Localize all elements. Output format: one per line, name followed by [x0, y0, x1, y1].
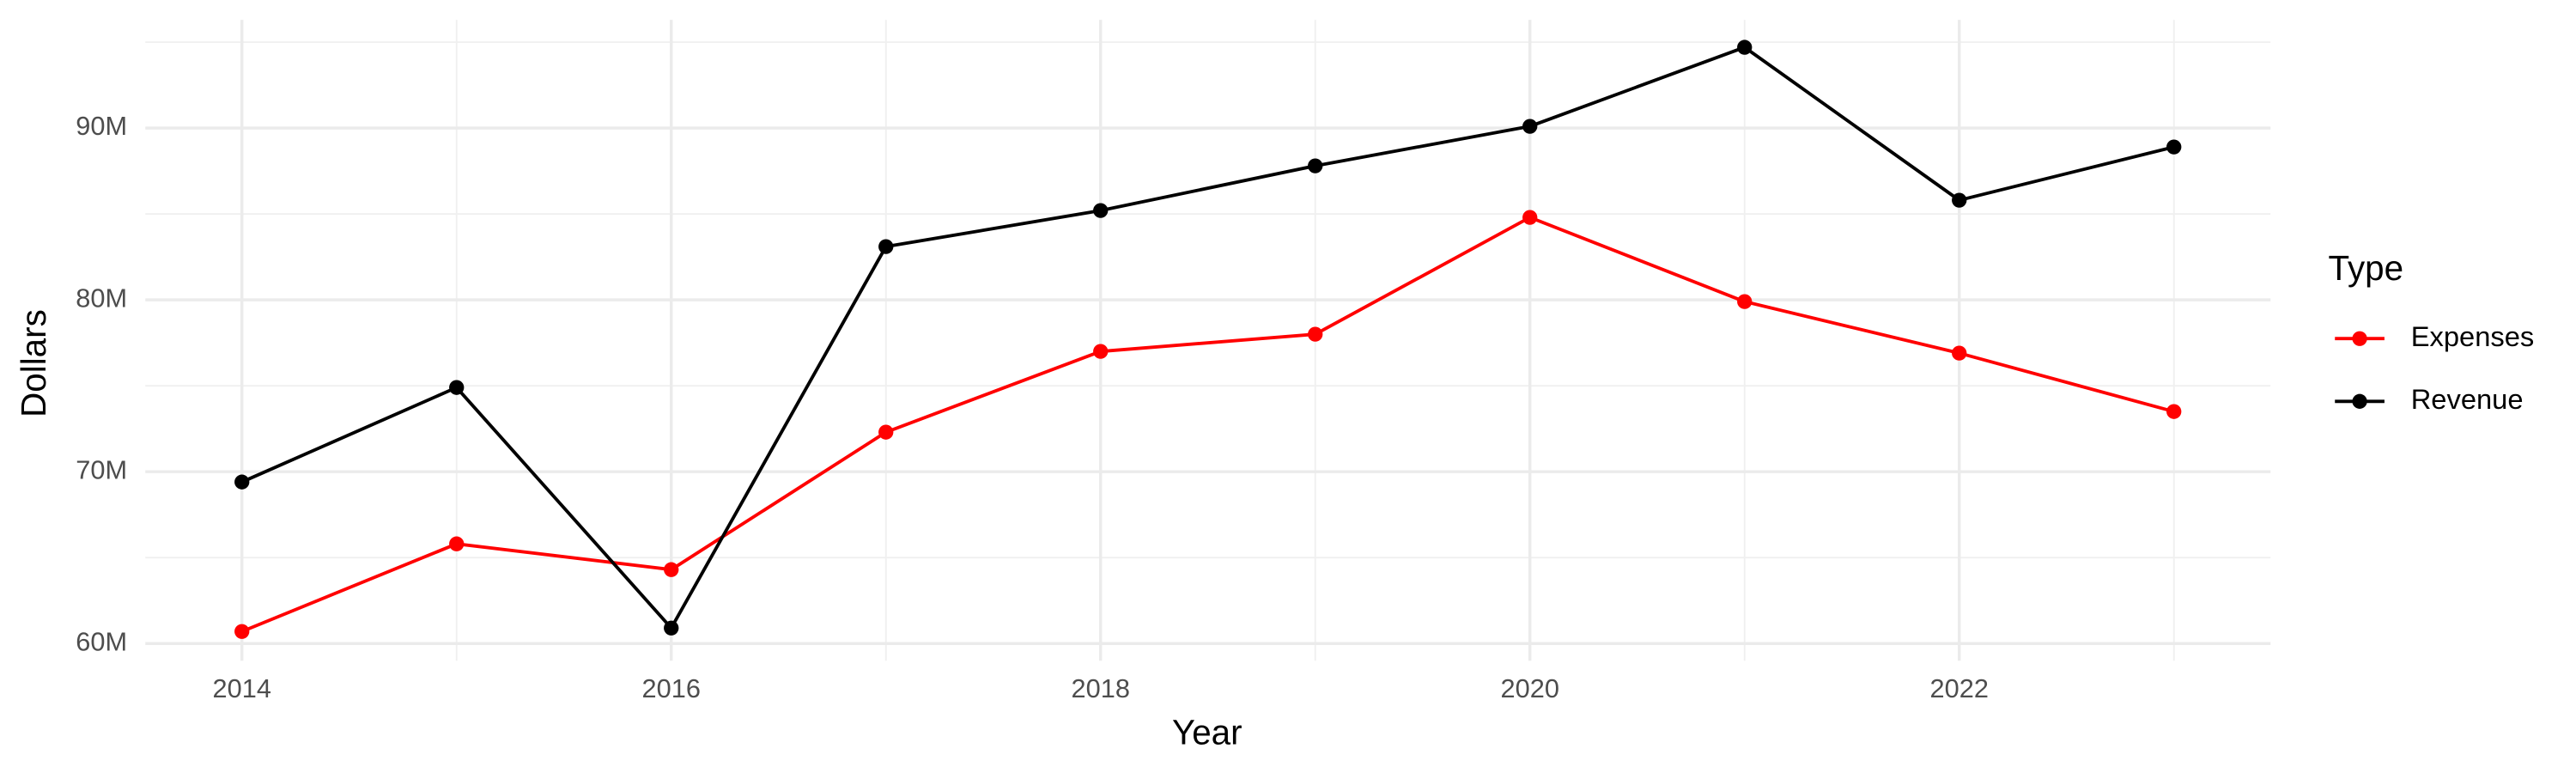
legend-title: Type — [2329, 248, 2404, 288]
data-point — [449, 536, 465, 551]
x-tick-label: 2022 — [1930, 673, 1989, 703]
x-tick-label: 2016 — [642, 673, 701, 703]
legend-label: Expenses — [2411, 320, 2535, 352]
data-point — [234, 474, 250, 490]
data-point — [2166, 404, 2182, 419]
x-tick-label: 2020 — [1501, 673, 1559, 703]
data-point — [1522, 210, 1538, 225]
legend-key-point — [2352, 331, 2367, 346]
data-point — [1522, 119, 1538, 134]
series-line — [240, 45, 2175, 631]
data-point — [234, 624, 250, 639]
data-point — [1093, 203, 1109, 218]
data-point — [1093, 344, 1109, 359]
y-tick-label: 70M — [76, 454, 127, 484]
x-tick-label: 2014 — [213, 673, 271, 703]
data-point — [664, 562, 679, 577]
data-point — [1952, 345, 1967, 361]
data-point — [449, 380, 465, 395]
x-tick-label: 2018 — [1072, 673, 1130, 703]
data-point — [1737, 294, 1753, 309]
series-line — [241, 216, 2175, 634]
y-tick-label: 90M — [76, 111, 127, 141]
legend-label: Revenue — [2411, 383, 2524, 415]
data-point — [878, 424, 894, 440]
data-point — [1308, 158, 1323, 173]
legend-key-point — [2352, 393, 2367, 409]
x-axis-title: Year — [1172, 712, 1242, 752]
data-point — [1952, 192, 1967, 208]
y-tick-label: 60M — [76, 626, 127, 656]
y-tick-label: 80M — [76, 283, 127, 313]
y-axis-title: Dollars — [14, 309, 53, 417]
data-point — [1308, 326, 1323, 342]
data-point — [1737, 40, 1753, 55]
data-point — [664, 620, 679, 636]
data-point — [878, 239, 894, 254]
data-point — [2166, 139, 2182, 155]
